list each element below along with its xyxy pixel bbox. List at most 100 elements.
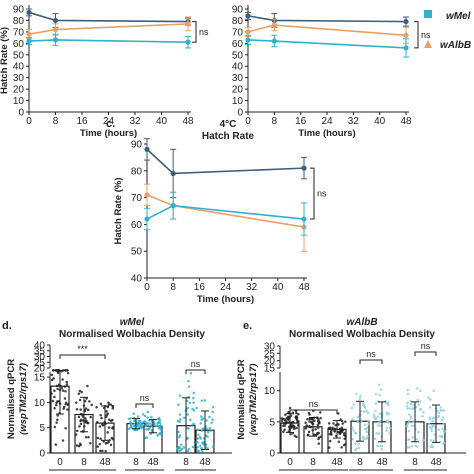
panel-e-data-point — [305, 424, 308, 427]
panel-e-y-tick-label: 25 — [264, 349, 276, 360]
panel-e-data-point — [363, 423, 366, 427]
panel-e-data-point — [317, 436, 321, 439]
panel-d-data-point — [150, 428, 154, 432]
panel-e-data-point — [296, 420, 299, 423]
panel-e-data-point — [352, 429, 355, 432]
panel-d-data-point — [156, 422, 159, 425]
panel-b-series-2-point — [271, 38, 277, 44]
panel-e-data-point — [316, 423, 320, 427]
panel-d-data-point — [187, 379, 190, 383]
panel-b-series-2-point — [245, 37, 251, 43]
panel-d-data-point — [65, 380, 69, 384]
panel-e-data-point — [429, 418, 432, 421]
panel-a-series-0-point — [52, 17, 59, 24]
panel-e-data-point — [330, 428, 333, 431]
panel-d-data-point — [196, 428, 200, 431]
panel-e-data-point — [407, 429, 411, 433]
panel-d-data-point — [66, 408, 69, 411]
panel-b-y-tick-label: 0 — [237, 108, 243, 119]
panel-e-data-point — [427, 422, 431, 426]
panel-e-data-point — [407, 419, 411, 423]
panel-d-data-point — [85, 419, 88, 422]
panel-e-data-point — [430, 429, 433, 432]
panel-e-data-point — [408, 446, 411, 449]
panel-e-data-point — [380, 448, 384, 451]
panel-e-data-point — [307, 430, 311, 434]
panel-d-data-point — [77, 444, 81, 448]
panel-b-x-tick-label: 8 — [272, 116, 278, 127]
panel-d-data-point — [186, 427, 189, 430]
panel-d-data-point — [192, 391, 195, 395]
panel-e-data-point — [351, 426, 354, 429]
panel-e-data-point — [319, 435, 323, 439]
panel-d-data-point — [177, 436, 181, 439]
panel-e-data-point — [374, 409, 377, 413]
panel-d-data-point — [139, 422, 143, 425]
panel-d-data-point — [111, 437, 115, 441]
panel-e-data-point — [442, 423, 445, 426]
panel-e-data-point — [354, 431, 358, 435]
panel-c-label: c. — [106, 118, 115, 130]
panel-d-data-point — [138, 425, 142, 428]
panel-e-data-point — [307, 411, 311, 415]
panel-e-data-point — [385, 429, 388, 432]
panel-d-data-point — [64, 389, 67, 393]
panel-e-y-axis-subtitle: (wspTM2/rps17) — [248, 364, 259, 436]
panel-d-data-point — [111, 405, 115, 408]
panel-b-series-1-point — [271, 22, 277, 28]
panel-d-data-point — [187, 448, 191, 451]
panel-d-data-point — [86, 384, 89, 388]
panel-a-x-axis-title: Time (hours) — [80, 128, 137, 139]
panel-d-data-point — [76, 429, 79, 433]
panel-d-data-point — [140, 426, 143, 430]
panel-d-significance-label: ns — [191, 359, 201, 369]
panel-d-data-point — [178, 420, 181, 424]
panel-e-y-tick-label: 20 — [264, 356, 276, 367]
panel-c-series-0-point — [170, 170, 176, 177]
panel-d-data-point — [135, 428, 139, 432]
panel-e-y-axis-title: Normalised qPCR — [236, 359, 247, 439]
panel-d-y-tick-label: 30 — [34, 352, 46, 363]
panel-e-data-point — [340, 446, 343, 449]
panel-d-data-point — [106, 412, 109, 415]
panel-e-data-point — [356, 415, 360, 419]
panel-d-data-point — [54, 369, 57, 372]
panel-e-x-tick-label: 48 — [376, 457, 388, 468]
panel-e-data-point — [365, 430, 369, 433]
panel-c-y-tick-label: 90 — [131, 140, 143, 151]
panel-d-data-point — [141, 421, 145, 424]
panel-e-data-point — [418, 400, 422, 403]
panel-e-data-point — [287, 410, 290, 414]
panel-e-data-point — [352, 403, 355, 406]
panel-d-data-point — [79, 418, 83, 421]
panel-e-data-point — [436, 409, 439, 413]
panel-d-data-point — [108, 418, 111, 421]
panel-e-data-point — [293, 427, 296, 431]
panel-d-data-point — [99, 414, 102, 417]
panel-a-significance-bracket — [192, 21, 197, 43]
panel-e-data-point — [374, 402, 378, 405]
panel-d-data-point — [80, 390, 83, 394]
panel-e-data-point — [439, 406, 442, 409]
panel-a-series-2-point — [52, 37, 59, 43]
panel-d-data-point — [50, 373, 54, 377]
panel-d-data-point — [136, 415, 140, 418]
panel-e-y-tick-label: 30 — [264, 342, 276, 353]
panel-b-significance-bracket — [414, 21, 419, 49]
panel-d-data-point — [99, 437, 102, 441]
panel-e-data-point — [377, 432, 381, 435]
panel-e-y-tick-label: 5 — [269, 417, 275, 428]
panel-d-data-point — [95, 406, 98, 409]
panel-a-x-tick-label: 24 — [103, 116, 115, 127]
panel-d-data-point — [88, 400, 91, 403]
panel-e-data-point — [433, 433, 436, 436]
panel-e-data-point — [327, 422, 331, 425]
panel-e-data-point — [336, 412, 340, 415]
panel-d-data-point — [63, 397, 67, 400]
panel-d-data-point — [86, 421, 90, 425]
panel-a-y-tick-label: 40 — [13, 62, 25, 73]
panel-c-y-axis-title: Hatch Rate (%) — [113, 177, 124, 244]
panel-e-data-point — [374, 437, 377, 441]
panel-d-data-point — [157, 417, 161, 421]
